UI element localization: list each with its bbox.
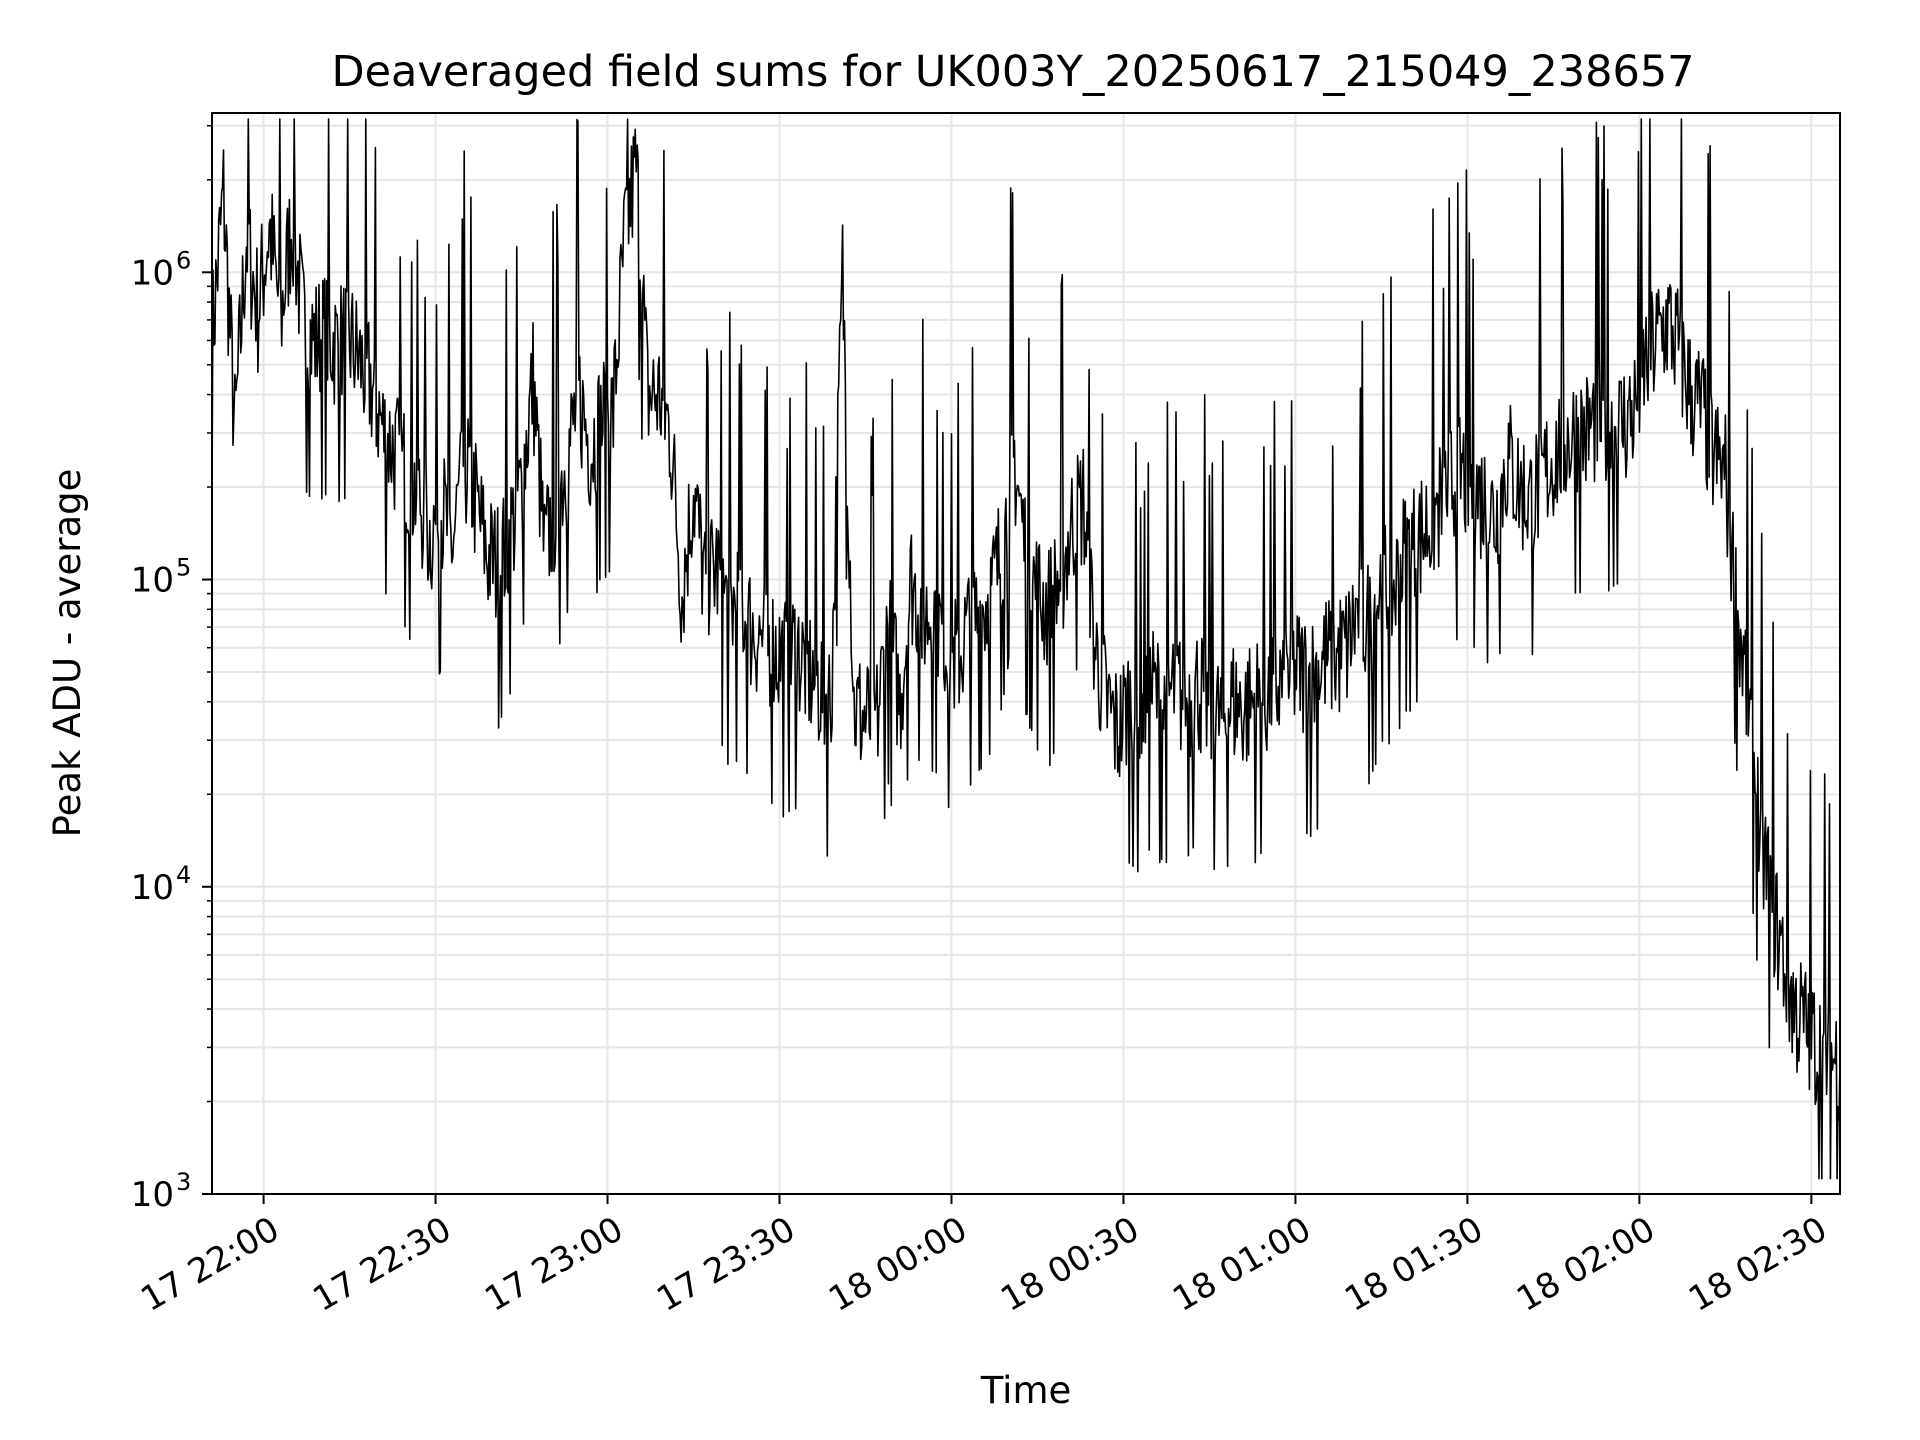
series-line <box>212 118 1840 1180</box>
y-tick-exponent: 6 <box>176 246 191 274</box>
y-tick-label: 10 <box>131 561 174 601</box>
y-tick-exponent: 3 <box>176 1168 191 1196</box>
y-tick-label: 10 <box>131 253 174 293</box>
x-axis-label: Time <box>980 1369 1072 1412</box>
y-tick-exponent: 5 <box>176 554 191 582</box>
grid <box>212 113 1840 1195</box>
y-axis-label: Peak ADU - average <box>46 469 89 838</box>
chart-title: Deaveraged field sums for UK003Y_2025061… <box>331 47 1694 97</box>
y-tick-exponent: 4 <box>176 861 191 889</box>
plot-area-frame <box>211 112 1841 1195</box>
y-tick-label: 10 <box>131 868 174 908</box>
series-layer <box>212 118 1840 1180</box>
y-tick-label: 10 <box>131 1175 174 1215</box>
